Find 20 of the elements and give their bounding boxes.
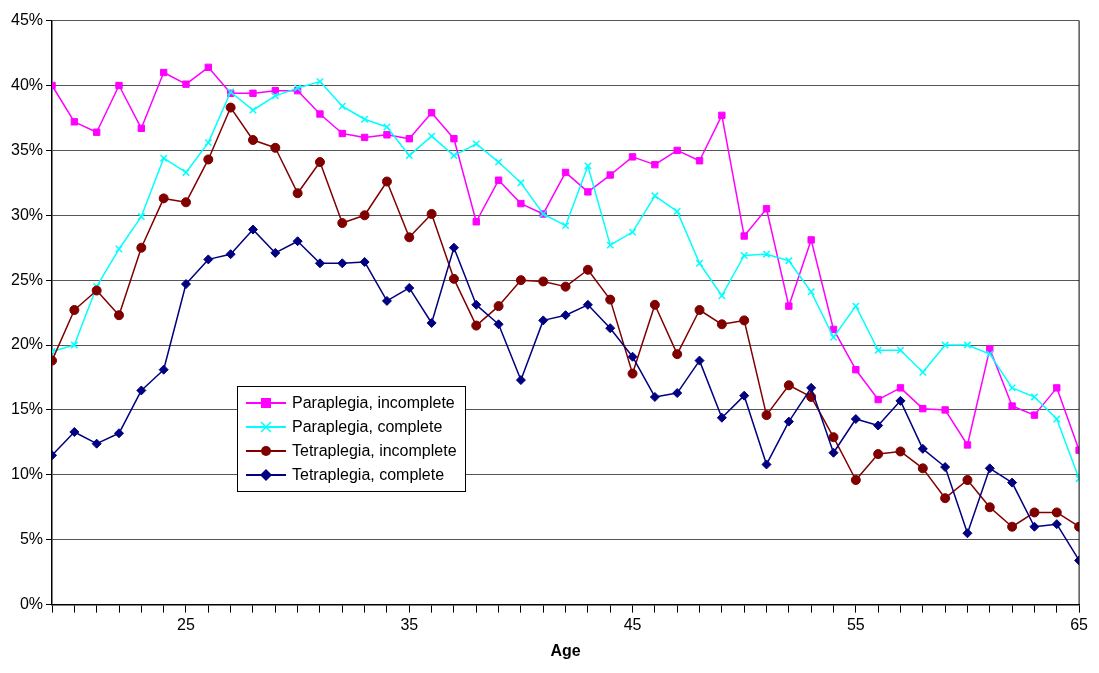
x-tick-label: 35 xyxy=(400,615,419,633)
legend-label: Tetraplegia, incomplete xyxy=(292,441,457,461)
x-tick-label: 65 xyxy=(1070,615,1089,633)
x-tick-label: 25 xyxy=(177,615,195,633)
y-tick-label: 35% xyxy=(10,140,44,158)
x-axis-title: Age xyxy=(550,641,581,659)
x-tick-label: 45 xyxy=(623,615,642,633)
y-tick-label: 45% xyxy=(10,11,44,29)
y-tick-label: 15% xyxy=(10,400,44,418)
y-tick-label: 40% xyxy=(10,75,44,93)
y-tick-label: 5% xyxy=(19,530,44,548)
y-tick-label: 10% xyxy=(10,465,44,483)
y-tick-label: 20% xyxy=(10,335,44,353)
legend-label: Tetraplegia, complete xyxy=(292,465,445,485)
y-tick-label: 25% xyxy=(10,270,44,288)
y-tick-label: 30% xyxy=(10,205,44,223)
legend-label: Paraplegia, complete xyxy=(292,417,443,437)
x-tick-label: 55 xyxy=(846,615,865,633)
legend-label: Paraplegia, incomplete xyxy=(292,393,455,413)
y-tick-label: 0% xyxy=(19,595,44,613)
